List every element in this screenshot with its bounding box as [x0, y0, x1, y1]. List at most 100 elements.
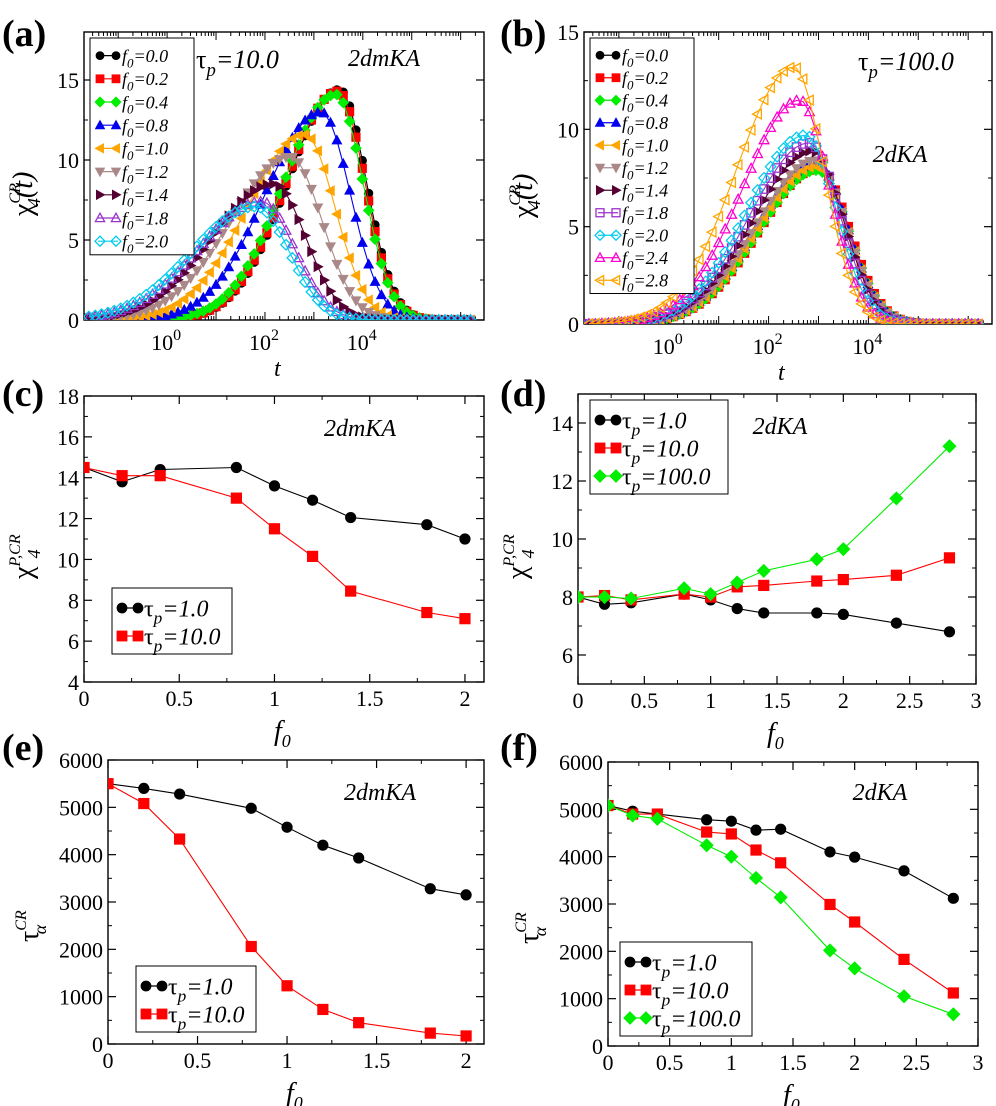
y-tick-label: 1000 — [559, 987, 603, 1012]
data-point — [751, 108, 763, 121]
data-point — [281, 188, 292, 200]
x-axis-label: t — [274, 356, 282, 382]
data-point — [790, 131, 803, 144]
data-point — [772, 173, 783, 185]
legend-label: f0=0.8 — [622, 113, 668, 137]
data-point — [647, 305, 659, 318]
legend-item: τp=100.0 — [593, 464, 711, 496]
data-point — [216, 247, 227, 259]
data-point — [790, 62, 801, 75]
series-τp=1.0 — [84, 461, 471, 545]
data-point — [174, 788, 186, 800]
data-point — [312, 106, 324, 117]
data-point — [738, 141, 750, 154]
data-point — [785, 147, 795, 158]
data-point — [312, 203, 324, 214]
data-point — [624, 591, 639, 606]
legend-label: f0=0.4 — [622, 91, 668, 115]
y-axis-label: χP,CR4 — [7, 534, 44, 580]
data-point — [229, 225, 240, 237]
x-tick-label: 2.5 — [903, 1050, 931, 1075]
data-point — [203, 226, 216, 240]
data-point — [228, 206, 242, 219]
legend-marker — [610, 414, 622, 426]
data-point — [286, 133, 297, 145]
legend-label: f0=0.2 — [122, 69, 168, 93]
data-point — [578, 589, 586, 605]
x-tick-label: 0 — [79, 686, 90, 711]
data-point — [362, 204, 375, 217]
legend-item: f0=2.4 — [594, 248, 668, 272]
data-point — [932, 318, 944, 324]
legend-marker — [110, 143, 120, 154]
legend-marker — [110, 96, 122, 108]
legend-label: τp=100.0 — [652, 1006, 741, 1037]
y-tick-label: 14 — [57, 466, 79, 491]
legend-label: f0=0.8 — [122, 116, 168, 140]
legend-marker — [594, 163, 606, 174]
data-point — [350, 296, 362, 307]
data-point — [294, 214, 305, 226]
legend-d: τp=1.0τp=10.0τp=100.0 — [589, 399, 729, 496]
data-point — [120, 299, 134, 312]
legend-item: f0=0.8 — [94, 116, 168, 140]
data-point — [699, 838, 714, 853]
legend-label: f0=2.4 — [622, 248, 668, 272]
x-tick-label: 0.5 — [165, 686, 193, 711]
y-axis-label-text: χP,CR4 — [501, 534, 538, 580]
data-point — [773, 890, 788, 905]
data-point — [906, 318, 918, 324]
data-point — [900, 318, 912, 324]
data-point — [759, 194, 770, 206]
data-point — [305, 285, 318, 299]
y-tick-label: 0 — [68, 308, 79, 333]
data-point — [861, 306, 873, 318]
legend-item: τp=10.0 — [594, 436, 699, 468]
data-point — [210, 257, 221, 269]
data-point — [350, 142, 362, 154]
data-point — [803, 157, 816, 168]
data-point — [725, 828, 737, 840]
data-point — [261, 164, 273, 175]
x-axis-label: f0 — [274, 716, 291, 751]
data-point — [660, 296, 672, 309]
x-tick-label: 1.5 — [356, 686, 384, 711]
legend-marker — [624, 984, 636, 996]
x-tick-label: 0 — [573, 688, 584, 713]
panel-label-c: (c) — [2, 373, 44, 415]
legend-label: f0=0.0 — [622, 46, 668, 70]
data-point — [798, 147, 809, 159]
data-point — [889, 491, 904, 506]
data-point — [421, 519, 433, 531]
data-point — [750, 844, 762, 856]
y-axis-label-text: χP,CR4 — [7, 534, 44, 580]
data-point — [311, 145, 322, 157]
data-point — [197, 233, 210, 246]
legend-label: τp=1.0 — [144, 596, 209, 627]
legend-label: τp=1.0 — [168, 974, 233, 1005]
x-tick-label: 2 — [838, 688, 849, 713]
legend-marker — [595, 208, 605, 218]
legend-label: f0=1.4 — [122, 185, 168, 209]
data-point — [293, 122, 305, 133]
data-point — [942, 439, 957, 454]
data-point — [298, 275, 312, 289]
data-point — [326, 285, 337, 297]
data-point — [913, 318, 925, 324]
plot-area-a — [84, 85, 477, 320]
legend-a: f0=0.0f0=0.2f0=0.4f0=0.8f0=1.0f0=1.2f0=1… — [89, 37, 195, 256]
y-axis-label: τCRα — [513, 912, 550, 944]
data-point — [777, 142, 790, 155]
data-point — [174, 833, 186, 845]
data-point — [345, 585, 357, 597]
x-tick-label: 1 — [705, 688, 716, 713]
data-point — [746, 217, 757, 229]
data-point — [701, 826, 713, 838]
data-point — [318, 294, 331, 306]
x-tick-label: 0.5 — [631, 688, 659, 713]
y-tick-label: 0 — [568, 312, 579, 337]
y-axis-label: χP,CR4 — [501, 534, 538, 580]
data-point — [248, 212, 260, 223]
